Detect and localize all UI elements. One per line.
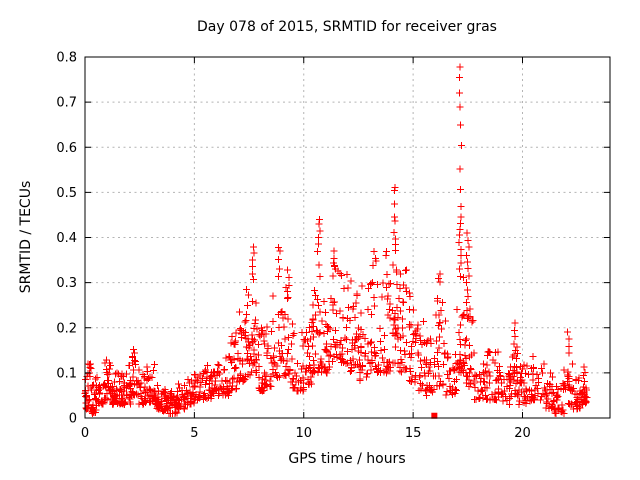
chart-title: Day 078 of 2015, SRMTID for receiver gra… xyxy=(197,19,497,35)
svg-text:0: 0 xyxy=(81,426,89,441)
svg-text:5: 5 xyxy=(190,426,198,441)
svg-text:0.4: 0.4 xyxy=(56,231,77,246)
svg-text:10: 10 xyxy=(295,426,312,441)
x-axis-label: GPS time / hours xyxy=(288,451,405,467)
axis-ticks xyxy=(84,56,610,419)
svg-text:0.5: 0.5 xyxy=(56,186,77,201)
data-points xyxy=(81,63,591,417)
svg-text:0.2: 0.2 xyxy=(56,321,77,336)
svg-text:0: 0 xyxy=(69,412,77,427)
svg-text:0.1: 0.1 xyxy=(56,366,77,381)
x-tick-labels: 0 5 10 15 20 xyxy=(81,426,531,441)
svg-text:0.8: 0.8 xyxy=(56,51,77,66)
svg-text:0.7: 0.7 xyxy=(56,96,77,111)
outlier-marker xyxy=(431,412,438,419)
svg-text:0.3: 0.3 xyxy=(56,276,77,291)
svg-text:15: 15 xyxy=(405,426,422,441)
y-tick-labels: 0 0.1 0.2 0.3 0.4 0.5 0.6 0.7 0.8 xyxy=(56,51,77,427)
svg-text:0.6: 0.6 xyxy=(56,141,77,156)
y-axis-label: SRMTID / TECUs xyxy=(18,181,34,294)
svg-text:20: 20 xyxy=(514,426,531,441)
